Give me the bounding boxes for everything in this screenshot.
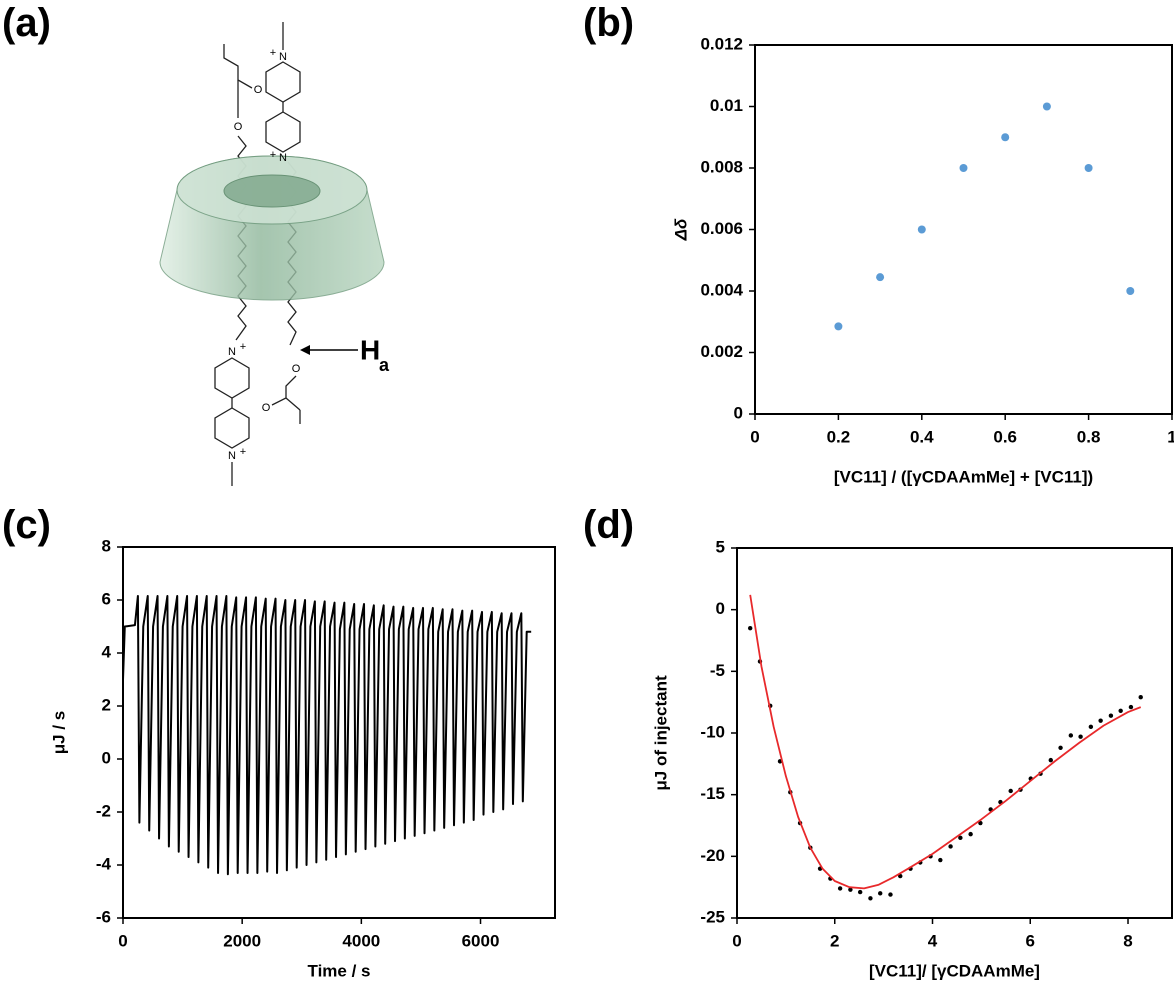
y-tick-label: -20: [700, 846, 725, 865]
atom-label: +: [240, 446, 246, 458]
y-tick-label: 0: [716, 599, 725, 618]
data-point: [1085, 164, 1093, 172]
atom-label: N: [228, 450, 236, 462]
data-point: [1043, 103, 1051, 111]
plot-frame: [755, 45, 1172, 414]
y-tick-label: -4: [96, 854, 112, 873]
data-point: [1078, 735, 1082, 739]
x-axis-label: [VC11]/ [γCDAAmMe]: [869, 961, 1040, 980]
x-tick-label: 0.6: [993, 427, 1017, 446]
y-tick-label: 2: [102, 695, 111, 714]
plot-frame: [737, 548, 1172, 918]
y-tick-label: 5: [716, 537, 725, 556]
y-tick-label: -5: [710, 661, 725, 680]
x-tick-label: 2000: [223, 931, 261, 950]
data-point: [834, 322, 842, 330]
proton-label: H: [360, 334, 380, 365]
y-tick-label: 4: [102, 642, 112, 661]
data-point: [858, 890, 862, 894]
panel-label: (b): [583, 1, 634, 45]
x-tick-label: 0: [118, 931, 127, 950]
y-tick-label: 0.008: [700, 157, 743, 176]
x-tick-label: 0.4: [910, 427, 934, 446]
x-tick-label: 4000: [342, 931, 380, 950]
atom-label: O: [292, 363, 301, 375]
x-tick-label: 0: [750, 427, 759, 446]
data-point: [1069, 733, 1073, 737]
y-tick-label: 0.012: [700, 34, 743, 53]
data-point: [878, 891, 882, 895]
data-point: [888, 892, 892, 896]
atom-label: +: [240, 341, 246, 353]
proton-subscript: a: [379, 355, 390, 375]
data-point: [938, 858, 942, 862]
x-tick-label: 8: [1123, 931, 1132, 950]
data-point: [1049, 758, 1053, 762]
data-point: [1109, 714, 1113, 718]
data-point: [1098, 718, 1102, 722]
data-point: [1001, 133, 1009, 141]
atom-label: +: [270, 47, 276, 59]
data-line: [123, 596, 531, 874]
data-point: [876, 273, 884, 281]
y-tick-label: -6: [96, 907, 111, 926]
y-tick-label: -10: [700, 722, 725, 741]
y-tick-label: 0.004: [700, 280, 743, 299]
x-tick-label: 1: [1167, 427, 1174, 446]
panel-label: (c): [2, 503, 51, 547]
y-tick-label: 8: [102, 536, 111, 555]
atom-label: N: [279, 152, 287, 164]
figure: (a) N + N + O O N + N + O O: [0, 0, 1174, 989]
atom-label: N: [279, 51, 287, 63]
data-point: [1139, 695, 1143, 699]
data-point: [1126, 287, 1134, 295]
x-tick-label: 0.2: [827, 427, 851, 446]
y-tick-label: 6: [102, 589, 111, 608]
x-tick-label: 0.8: [1077, 427, 1101, 446]
molecule-diagram: (a) N + N + O O N + N + O O: [2, 1, 390, 486]
y-axis-label: Δδ: [671, 218, 690, 241]
data-point: [918, 226, 926, 234]
x-tick-label: 6: [1026, 931, 1035, 950]
y-tick-label: 0.006: [700, 219, 743, 238]
atom-label: +: [270, 149, 276, 161]
panel-label: (d): [583, 503, 634, 547]
data-point: [960, 164, 968, 172]
data-point: [1089, 725, 1093, 729]
y-tick-label: -25: [700, 907, 725, 926]
x-axis-label: Time / s: [308, 961, 371, 980]
atom-label: N: [228, 346, 236, 358]
y-tick-label: -15: [700, 784, 725, 803]
atom-label: O: [234, 121, 243, 133]
data-point: [1129, 705, 1133, 709]
atom-label: O: [254, 84, 263, 96]
x-tick-label: 2: [830, 931, 839, 950]
data-point: [1058, 746, 1062, 750]
x-tick-label: 0: [732, 931, 741, 950]
atom-label: O: [262, 402, 271, 414]
x-axis-label: [VC11] / ([γCDAAmMe] + [VC11]): [834, 467, 1093, 486]
data-point: [748, 626, 752, 630]
y-axis-label: μJ / s: [49, 711, 68, 754]
y-tick-label: 0: [102, 748, 111, 767]
x-tick-label: 4: [928, 931, 938, 950]
data-point: [1009, 789, 1013, 793]
data-point: [838, 886, 842, 890]
y-tick-label: -2: [96, 801, 111, 820]
data-point: [948, 844, 952, 848]
y-tick-label: 0.002: [700, 342, 743, 361]
data-point: [868, 896, 872, 900]
panel-label: (a): [2, 1, 51, 45]
y-axis-label: μJ of injectant: [651, 675, 670, 791]
y-tick-label: 0.01: [710, 96, 743, 115]
data-point: [1118, 709, 1122, 713]
y-tick-label: 0: [734, 403, 743, 422]
data-point: [968, 832, 972, 836]
data-line: [750, 595, 1141, 889]
x-tick-label: 6000: [462, 931, 500, 950]
